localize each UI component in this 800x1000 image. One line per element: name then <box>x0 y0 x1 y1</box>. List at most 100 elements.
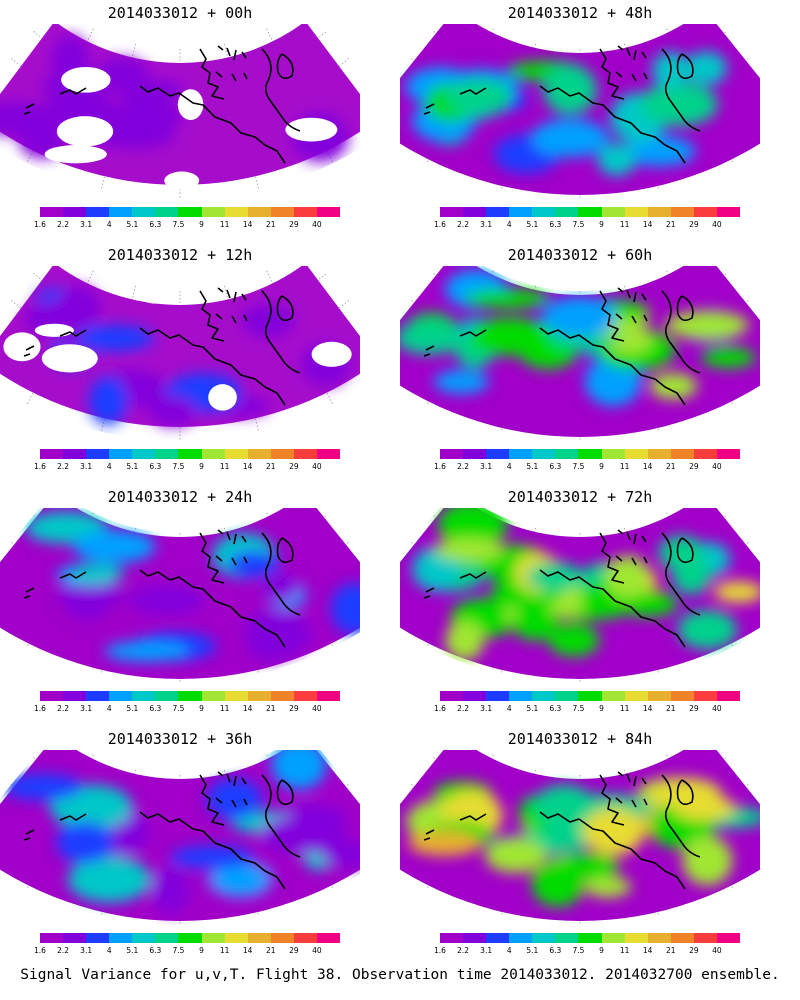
colorbar-swatch <box>670 449 694 459</box>
colorbar-swatch <box>578 449 602 459</box>
colorbar-swatch <box>201 933 225 943</box>
colorbar-swatch <box>440 207 464 217</box>
colorbar-swatch <box>486 207 510 217</box>
colorbar-tick-label: 5.1 <box>526 946 539 955</box>
colorbar-tick-label: 7.5 <box>572 946 585 955</box>
colorbar-swatch <box>716 691 741 701</box>
colorbar-tick-label: 2.2 <box>457 946 470 955</box>
coastline <box>423 529 701 648</box>
colorbar-swatch <box>86 449 110 459</box>
colorbar-swatch <box>155 933 179 943</box>
colorbar-swatch <box>532 933 556 943</box>
colorbar-tick-label: 11 <box>619 220 630 229</box>
colorbar-swatch <box>132 691 156 701</box>
colorbar-tick-label: 2.2 <box>57 704 70 713</box>
colorbar-tick-label: 9 <box>199 946 204 955</box>
colorbar-tick-label: 40 <box>312 462 322 471</box>
colorbar-tick-label: 9 <box>199 462 204 471</box>
colorbar-swatch <box>693 207 717 217</box>
colorbar-swatch <box>270 449 294 459</box>
colorbar-tick-label: 40 <box>712 704 722 713</box>
variance-map <box>400 266 760 441</box>
colorbar-swatch <box>109 691 133 701</box>
colorbar-swatch <box>293 449 317 459</box>
colorbar-tick-label: 1.6 <box>34 462 46 471</box>
colorbar-swatch <box>201 449 225 459</box>
colorbar-swatch <box>440 449 464 459</box>
colorbar-tick-label: 9 <box>599 946 604 955</box>
colorbar-tick-label: 1.6 <box>434 946 446 955</box>
colorbar-swatch <box>716 207 741 217</box>
colorbar-tick-label: 14 <box>242 946 253 955</box>
colorbar-tick-label: 6.3 <box>549 220 562 229</box>
colorbar-swatch <box>509 691 533 701</box>
colorbar-tick-label: 6.3 <box>149 220 162 229</box>
colorbar-swatch <box>155 691 179 701</box>
colorbar-tick-label: 4 <box>506 704 512 713</box>
colorbar-tick-label: 4 <box>106 462 112 471</box>
colorbar-tick-label: 6.3 <box>549 704 562 713</box>
coastline <box>423 45 701 164</box>
coastline <box>23 45 301 164</box>
colorbar-swatch <box>316 449 341 459</box>
colorbar-swatch <box>486 691 510 701</box>
colorbar-tick-label: 4 <box>506 462 512 471</box>
colorbar-tick-label: 7.5 <box>172 220 185 229</box>
colorbar-tick-label: 29 <box>689 946 699 955</box>
colorbar-swatch <box>601 691 625 701</box>
colorbar-tick-label: 3.1 <box>480 946 493 955</box>
colorbar-swatch <box>647 207 671 217</box>
colorbar-swatch <box>293 207 317 217</box>
colorbar-tick-label: 40 <box>312 220 322 229</box>
colorbar-tick-label: 11 <box>219 704 230 713</box>
colorbar-tick-label: 40 <box>712 220 722 229</box>
colorbar-swatch <box>601 207 625 217</box>
coastline <box>23 771 301 890</box>
colorbar-tick-label: 5.1 <box>126 704 139 713</box>
colorbar-tick-label: 21 <box>665 704 676 713</box>
colorbar-tick-label: 5.1 <box>126 220 139 229</box>
colorbar-swatch <box>247 207 271 217</box>
variance-map <box>0 266 360 441</box>
colorbar-tick-label: 11 <box>219 220 230 229</box>
colorbar-swatch <box>224 933 248 943</box>
colorbar-swatch <box>132 207 156 217</box>
colorbar-tick-label: 5.1 <box>126 946 139 955</box>
colorbar-tick-label: 7.5 <box>172 704 185 713</box>
colorbar-swatch <box>247 933 271 943</box>
colorbar-swatch <box>178 933 202 943</box>
colorbar-tick-label: 11 <box>619 704 630 713</box>
colorbar-swatch <box>63 933 87 943</box>
colorbar-tick-label: 14 <box>642 220 653 229</box>
colorbar-swatch <box>486 449 510 459</box>
colorbar-tick-label: 21 <box>665 946 676 955</box>
colorbar-swatch <box>647 933 671 943</box>
colorbar-tick-label: 1.6 <box>434 220 446 229</box>
colorbar-tick-label: 3.1 <box>480 462 493 471</box>
colorbar-tick-label: 6.3 <box>149 704 162 713</box>
colorbar-tick-label: 5.1 <box>526 462 539 471</box>
colorbar <box>40 691 341 701</box>
colorbar-swatch <box>132 933 156 943</box>
colorbar-swatch <box>247 691 271 701</box>
colorbar-swatch <box>578 933 602 943</box>
colorbar-swatch <box>109 207 133 217</box>
colorbar-tick-label: 1.6 <box>434 462 446 471</box>
colorbar-swatch <box>693 449 717 459</box>
colorbar-tick-label: 40 <box>312 946 322 955</box>
colorbar <box>440 449 741 459</box>
colorbar-tick-label: 9 <box>199 220 204 229</box>
colorbar <box>440 933 741 943</box>
panel-title: 2014033012 + 60h <box>507 246 653 264</box>
colorbar-tick-label: 7.5 <box>572 220 585 229</box>
colorbar-tick-label: 14 <box>242 704 253 713</box>
figure-caption: Signal Variance for u,v,T. Flight 38. Ob… <box>20 967 780 983</box>
variance-map <box>400 750 760 925</box>
colorbar-swatch <box>578 691 602 701</box>
variance-map <box>0 24 360 199</box>
colorbar-tick-label: 3.1 <box>80 704 93 713</box>
colorbar-swatch <box>509 449 533 459</box>
colorbar-swatch <box>555 933 579 943</box>
variance-field <box>400 508 760 679</box>
colorbar-swatch <box>486 933 510 943</box>
